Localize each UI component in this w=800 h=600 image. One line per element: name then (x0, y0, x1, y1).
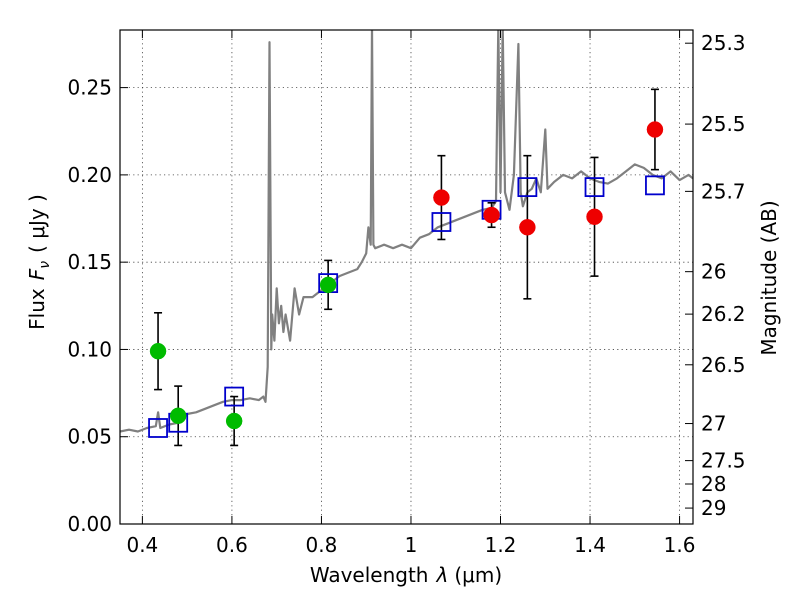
detection-point (483, 206, 500, 224)
x-tick-label: 0.4 (126, 533, 158, 557)
detection-point (169, 407, 187, 425)
model-photometry-square (517, 177, 538, 198)
model-photometry-square (431, 212, 452, 232)
y-tick-label: 0.20 (67, 163, 112, 187)
x-tick-label: 0.6 (216, 533, 248, 557)
mag-tick-label: 27.5 (701, 449, 746, 473)
mag-tick-label: 26.2 (701, 302, 746, 326)
x-tick-label: 1.4 (574, 533, 606, 557)
mag-tick-label: 28 (701, 472, 726, 496)
detection-point (225, 412, 243, 430)
x-axis-label: Wavelength λ (μm) (310, 563, 502, 587)
y-axis-label: FluxFν( μJy ) (25, 194, 53, 330)
marker-layer (148, 121, 665, 438)
detection-point (433, 189, 450, 206)
x-tick-label: 0.8 (306, 533, 338, 557)
mag-tick-label: 29 (701, 496, 726, 520)
y-tick-label: 0.05 (67, 425, 112, 449)
detection-point (586, 208, 603, 226)
y2-axis-label: Magnitude (AB) (757, 200, 781, 355)
y-tick-label: 0.10 (67, 337, 112, 361)
mag-tick-label: 25.7 (701, 179, 746, 203)
tick-layer: 0.4 0.6 0.8 1 1.2 1.4 1.6 0.00 0.05 0.10 0.15 0.20 0… (67, 30, 746, 557)
model-photometry-square (584, 177, 605, 198)
y-tick-label: 0.25 (67, 76, 112, 100)
x-tick-label: 1.6 (664, 533, 696, 557)
mag-tick-label: 26.5 (701, 353, 746, 377)
x-tick-label: 1 (405, 533, 418, 557)
x-tick-label: 1.2 (485, 533, 517, 557)
mag-tick-label: 25.3 (701, 31, 746, 55)
plot-frame (119, 29, 694, 525)
detection-point (319, 276, 337, 294)
grid-layer (120, 30, 693, 524)
mag-tick-label: 27 (701, 412, 726, 436)
errorbar-layer (154, 88, 659, 447)
mag-tick-label: 25.5 (701, 112, 746, 136)
y-tick-label: 0.15 (67, 250, 112, 274)
detection-point (519, 219, 536, 236)
model-photometry-square (645, 175, 665, 196)
model-photometry-square (148, 418, 168, 438)
model-photometry-square (224, 386, 245, 407)
y-tick-label: 0.00 (67, 512, 112, 536)
detection-point (646, 121, 664, 138)
mag-tick-label: 26 (701, 260, 726, 284)
detection-point (149, 342, 167, 360)
